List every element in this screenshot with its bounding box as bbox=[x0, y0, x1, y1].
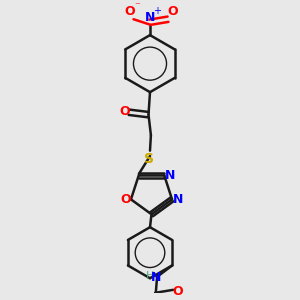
Text: S: S bbox=[144, 152, 154, 167]
Text: ⁻: ⁻ bbox=[134, 1, 140, 11]
Text: N: N bbox=[145, 11, 155, 24]
Text: O: O bbox=[167, 5, 178, 18]
Text: N: N bbox=[173, 193, 183, 206]
Text: N: N bbox=[151, 271, 161, 284]
Text: O: O bbox=[124, 5, 135, 18]
Text: O: O bbox=[119, 105, 130, 118]
Text: O: O bbox=[172, 285, 183, 298]
Text: O: O bbox=[120, 193, 131, 206]
Text: N: N bbox=[165, 169, 175, 182]
Text: H: H bbox=[146, 271, 155, 281]
Text: +: + bbox=[154, 6, 161, 16]
